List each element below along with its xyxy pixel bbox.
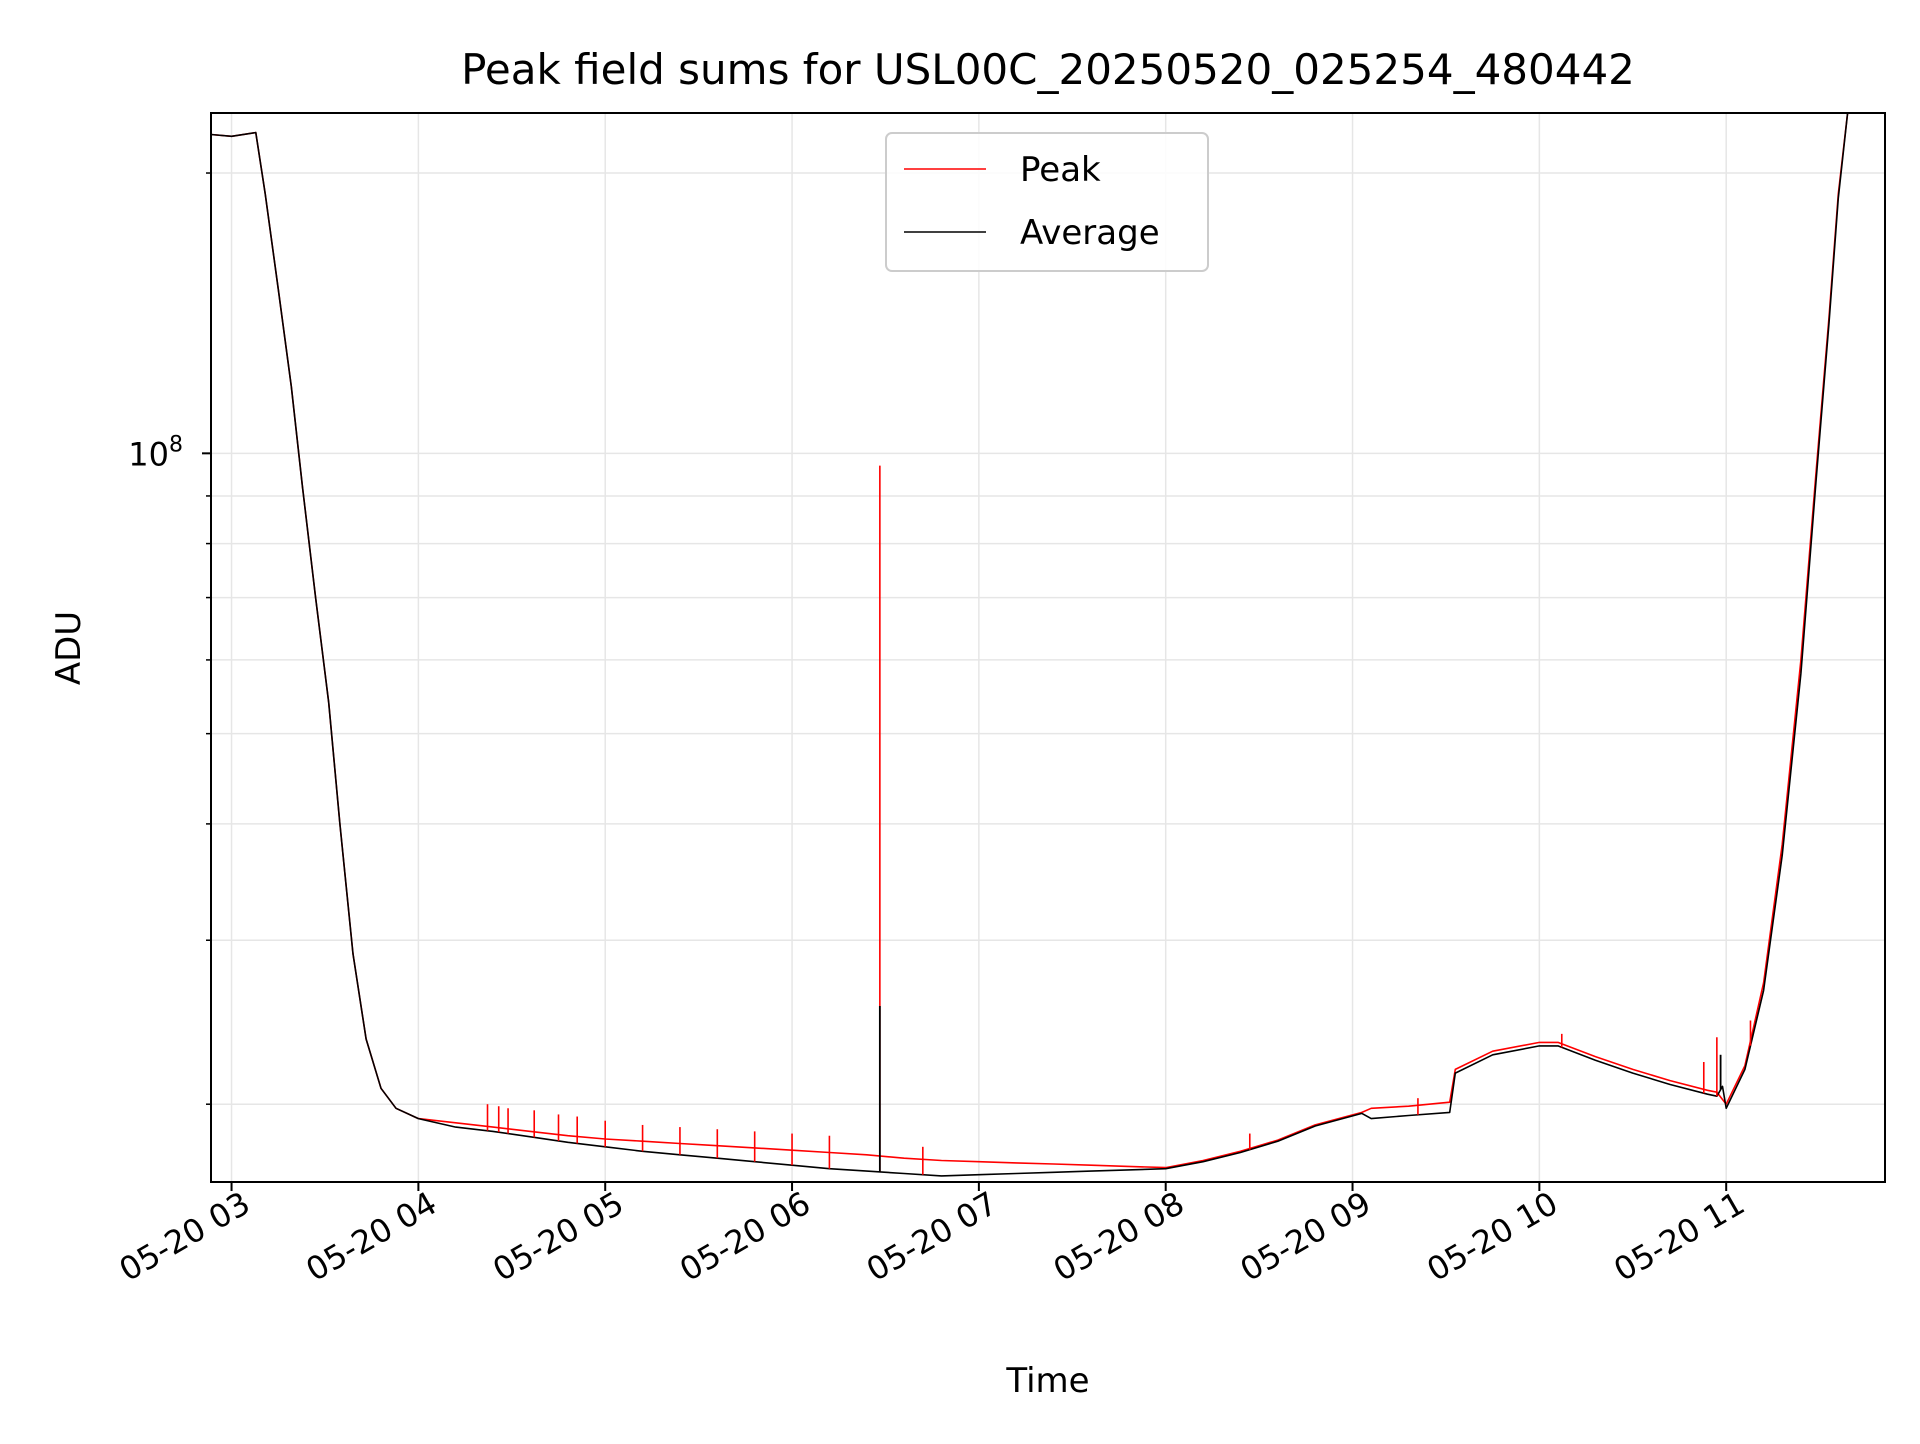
y-tick-label: 108 — [128, 432, 183, 473]
series-line-average — [211, 113, 1849, 1177]
legend-label-average: Average — [1020, 213, 1160, 253]
axes-frame — [210, 112, 1886, 1183]
legend-box — [885, 132, 1209, 272]
y-tick-label-base: 10 — [128, 435, 169, 473]
plot-area — [211, 113, 1849, 1177]
grid — [211, 113, 1885, 1182]
chart-title: Peak field sums for USL00C_20250520_0252… — [461, 45, 1635, 94]
legend-label-peak: Peak — [1020, 150, 1101, 190]
y-tick-label-exponent: 8 — [169, 432, 183, 457]
x-axis-label: Time — [1005, 1361, 1089, 1401]
legend: Peak Average — [885, 132, 1209, 272]
series-group — [211, 113, 1849, 1177]
y-axis-label: ADU — [49, 611, 89, 685]
